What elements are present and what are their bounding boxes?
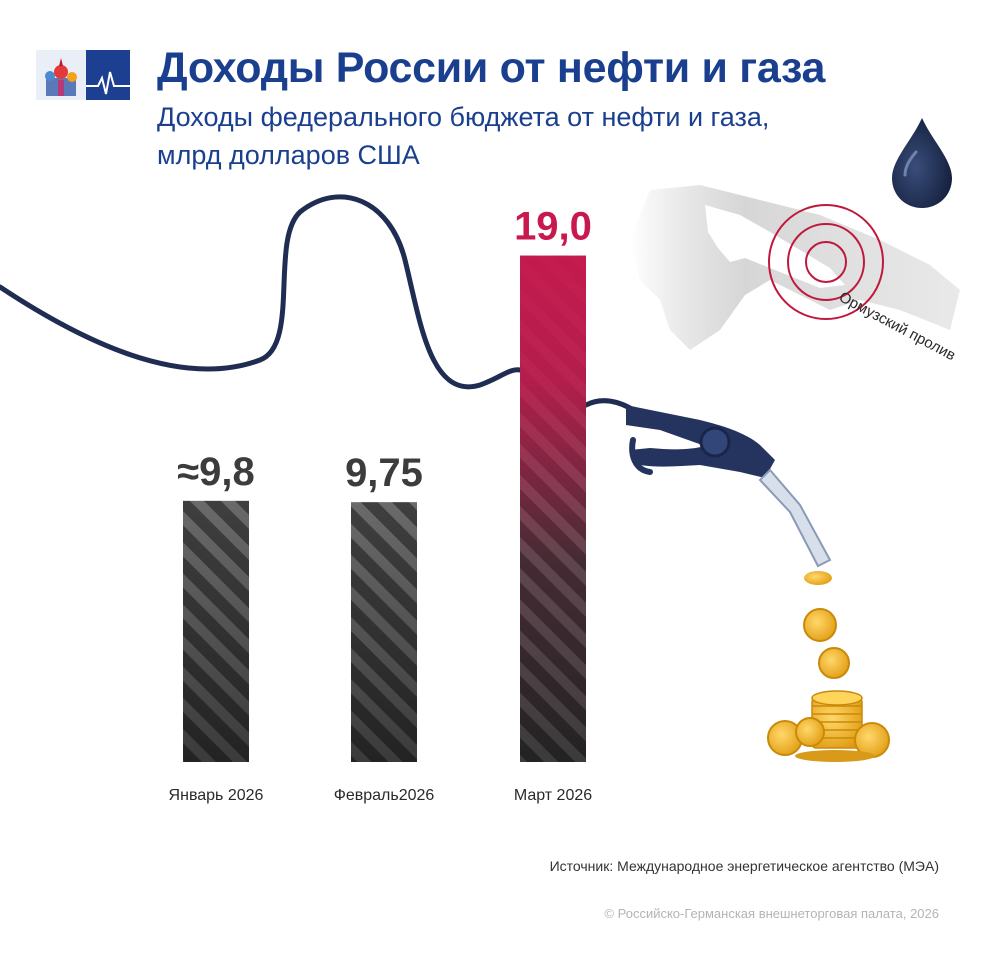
page-subtitle: Доходы федерального бюджета от нефти и г… xyxy=(157,98,917,174)
bar-highlight-overlay xyxy=(520,255,586,762)
oil-drop-icon xyxy=(892,118,952,208)
gold-coins-icon xyxy=(767,571,890,762)
bar-shade xyxy=(351,502,417,762)
hormuz-target-circles xyxy=(768,204,884,320)
subtitle-line-2: млрд долларов США xyxy=(157,140,420,170)
bar-value-label: 19,0 xyxy=(514,205,592,249)
bar-3: 19,0 Март 2026 xyxy=(514,205,592,804)
category-label: Март 2026 xyxy=(514,787,592,804)
oil-drop-highlight xyxy=(903,150,918,177)
bar-value-label: 9,75 xyxy=(345,451,423,495)
category-label: Февраль2026 xyxy=(334,787,435,804)
page-title: Доходы России от нефти и газа xyxy=(157,44,826,92)
bars-layer: ≈9,8 Январь 2026 9,75 Февраль2026 19,0 Март 2… xyxy=(169,205,593,804)
chamber-logo xyxy=(36,50,130,100)
subtitle-line-1: Доходы федерального бюджета от нефти и г… xyxy=(157,102,770,132)
fuel-hose-connector xyxy=(583,398,633,411)
fuel-hose xyxy=(0,194,523,390)
bar-shade xyxy=(183,500,249,762)
map-gulf-water xyxy=(705,205,845,288)
hormuz-map: Ормузский пролив xyxy=(630,185,960,364)
copyright-note: © Российско-Германская внешнеторговая па… xyxy=(604,906,939,921)
category-label: Январь 2026 xyxy=(169,787,264,804)
bar-2: 9,75 Февраль2026 xyxy=(334,451,435,804)
source-note: Источник: Международное энергетическое а… xyxy=(549,858,939,874)
bar-1: ≈9,8 Январь 2026 xyxy=(169,450,264,804)
fuel-nozzle-icon xyxy=(626,405,832,568)
bar-value-label: ≈9,8 xyxy=(177,450,255,494)
